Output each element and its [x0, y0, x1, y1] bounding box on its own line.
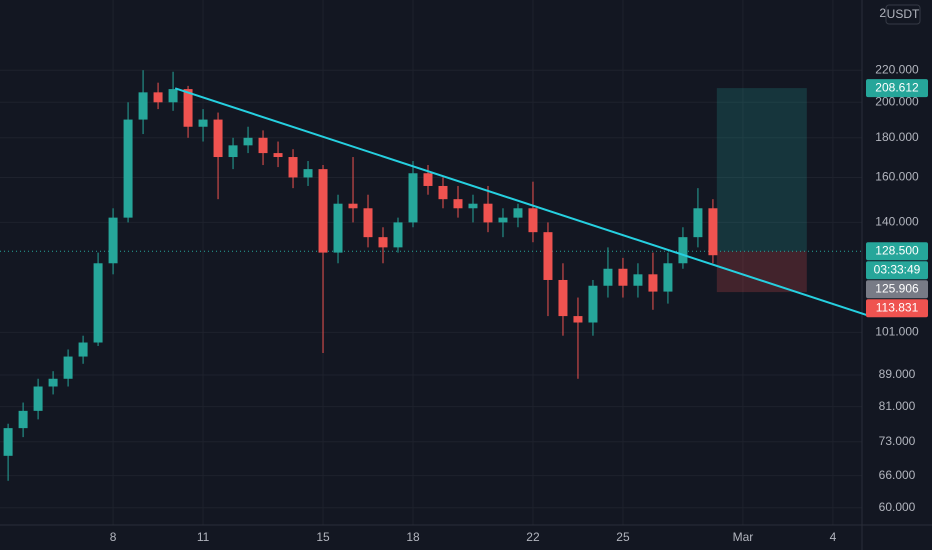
y-tick-label: 220.000: [875, 62, 919, 76]
y-tick-label: 60.000: [879, 500, 916, 514]
candle-body: [513, 208, 523, 218]
price-label-chip: [866, 280, 928, 299]
candle-body: [573, 316, 583, 323]
y-tick-label: 66.000: [879, 468, 916, 482]
candle-body: [258, 137, 268, 154]
candle-body: [93, 263, 103, 343]
candle-body: [498, 217, 508, 223]
candle-body: [708, 208, 718, 256]
candle-body: [213, 119, 223, 158]
candle-body: [378, 237, 388, 248]
price-label-chip: [866, 242, 928, 261]
x-tick-label: 22: [526, 530, 540, 544]
x-tick-label: Mar: [733, 530, 754, 544]
candle-body: [348, 203, 358, 209]
y-tick-label: 81.000: [879, 399, 916, 413]
candle-body: [318, 169, 328, 253]
candle-body: [243, 137, 253, 146]
candle-body: [333, 203, 343, 253]
x-tick-label: 15: [316, 530, 330, 544]
candle-body: [693, 208, 703, 238]
candle-body: [78, 342, 88, 357]
candle-body: [543, 232, 553, 280]
y-tick-label: 89.000: [879, 367, 916, 381]
price-label: 128.500: [875, 243, 919, 257]
candle-body: [633, 274, 643, 286]
candle-body: [153, 92, 163, 103]
y-tick-label: 180.000: [875, 130, 919, 144]
x-tick-label: 18: [406, 530, 420, 544]
y-tick-label: 101.000: [875, 325, 919, 339]
candle-body: [423, 173, 433, 186]
y-tick-label: 200.000: [875, 94, 919, 108]
candle-body: [393, 222, 403, 248]
candle-body: [288, 157, 298, 178]
y-tick-label: 73.000: [879, 434, 916, 448]
x-tick-label: 11: [197, 530, 210, 544]
candle-body: [3, 428, 13, 456]
candle-body: [138, 92, 148, 120]
x-tick-label: 8: [110, 530, 117, 544]
candle-body: [408, 173, 418, 223]
candle-body: [618, 268, 628, 286]
currency-button[interactable]: [885, 4, 921, 25]
candle-body: [648, 274, 658, 292]
y-tick-label: 160.000: [875, 170, 919, 184]
candle-body: [603, 268, 613, 286]
candle-body: [483, 203, 493, 223]
candle-body: [363, 208, 373, 238]
candle-body: [453, 199, 463, 209]
price-label-chip: [866, 79, 928, 98]
price-label: 125.906: [875, 281, 919, 295]
x-tick-label: 25: [616, 530, 630, 544]
price-label: 113.831: [876, 300, 919, 314]
countdown: 03:33:49: [874, 262, 921, 276]
candle-body: [183, 89, 193, 127]
position-stop-zone: [716, 251, 807, 293]
y-tick-label: 140.000: [875, 215, 919, 229]
trendline: [174, 87, 871, 318]
countdown-chip: [866, 261, 928, 280]
candle-body: [198, 119, 208, 127]
candle-body: [108, 217, 118, 264]
candle-body: [48, 378, 58, 387]
candle-body: [63, 356, 73, 379]
candle-body: [273, 153, 283, 158]
candle-body: [468, 203, 478, 209]
candle-body: [588, 285, 598, 323]
currency-label[interactable]: USDT: [887, 7, 920, 21]
position-target-zone: [716, 88, 807, 252]
candle-body: [18, 410, 28, 429]
candle-body: [438, 185, 448, 200]
candle-body: [123, 119, 133, 218]
candle-body: [663, 263, 673, 292]
x-tick-label: 4: [830, 530, 837, 544]
candle-body: [678, 237, 688, 264]
candle-body: [33, 386, 43, 411]
candle-body: [228, 145, 238, 158]
candle-body: [303, 169, 313, 178]
top-label: 2: [879, 6, 886, 20]
candle-body: [168, 89, 178, 103]
candle-body: [558, 279, 568, 317]
candle-body: [528, 208, 538, 233]
price-label-chip: [866, 299, 928, 318]
price-label: 208.612: [875, 80, 919, 94]
